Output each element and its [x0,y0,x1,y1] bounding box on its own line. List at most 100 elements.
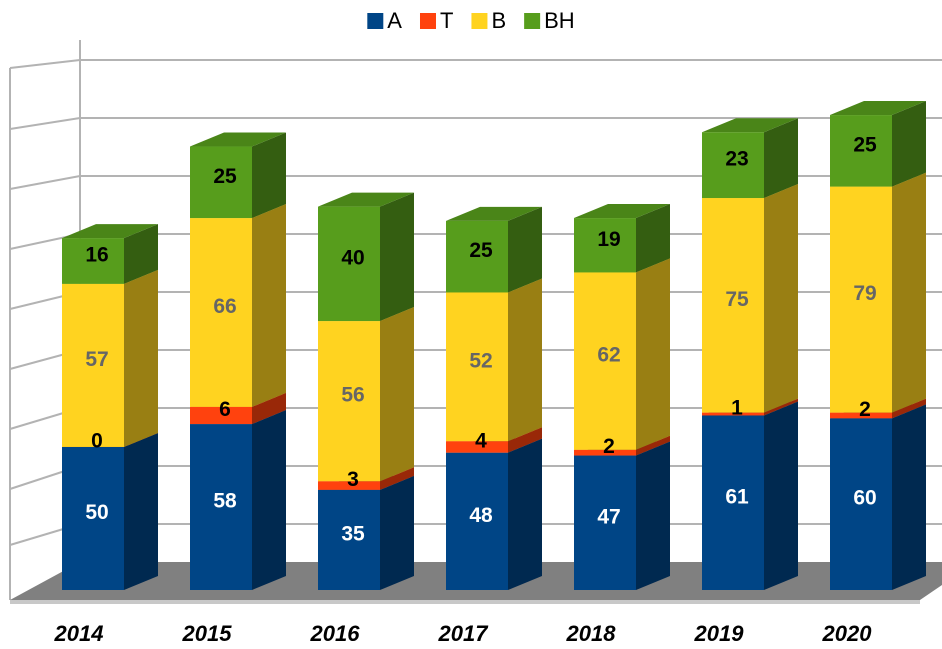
bar-segment [574,441,670,590]
value-label: 60 [853,487,876,510]
bar [318,481,380,490]
bar-side [764,184,798,413]
value-label: 61 [725,485,749,508]
value-label: 58 [213,490,237,513]
value-label: 1 [731,397,743,420]
value-label: 3 [347,468,359,491]
bar-top [574,204,670,219]
bar-segment [62,269,158,447]
bar-side [380,192,414,322]
x-tick-label: 2016 [310,621,361,646]
value-label: 79 [853,282,876,305]
bar [830,115,892,187]
bar-segment [574,258,670,450]
value-label: 48 [469,504,493,527]
x-tick-label: 2014 [54,621,104,646]
bar [190,406,252,425]
value-label: 57 [85,348,108,371]
x-tick-label: 2019 [694,621,745,646]
bar-top [446,206,542,221]
bar-side [892,101,926,187]
bar [62,283,124,447]
bar-side [124,224,158,284]
bar-segment [318,192,414,322]
bar-side [380,307,414,482]
value-label: 23 [725,148,748,171]
x-tick-label: 2020 [822,621,873,646]
bar-side [892,398,926,419]
bar-side [508,206,542,293]
bar [830,412,892,419]
bar-side [508,278,542,442]
value-label: 6 [219,398,231,421]
value-label: 47 [597,505,620,528]
x-tick-label: 2018 [566,621,617,646]
bar-top [830,101,926,116]
bar-segment [190,410,286,590]
bar-segment [702,401,798,590]
bar-side [252,410,286,590]
bar-side [764,398,798,416]
bar-side [636,441,670,590]
bar-top [318,192,414,207]
bar [190,146,252,219]
value-label: 52 [469,349,492,372]
bar-side [764,401,798,590]
bar [574,449,636,456]
bar [446,220,508,293]
bar [702,132,764,199]
bar [446,292,508,442]
legend-swatch [524,13,541,29]
legend-label: A [387,8,402,33]
bar [702,412,764,416]
bar-side [636,435,670,456]
value-label: 40 [341,246,364,269]
bar-side [124,269,158,447]
value-label: 35 [341,522,365,545]
bar [318,321,380,482]
value-label: 2 [859,398,871,421]
bar-segment [830,404,926,590]
bar [574,218,636,273]
bar-side [124,432,158,590]
value-label: 50 [85,501,108,524]
value-label: 25 [853,133,877,156]
legend-swatch [419,13,436,29]
bar [574,455,636,590]
value-label: 62 [597,344,620,367]
bar [62,446,124,590]
legend-label: T [440,8,453,33]
legend-label: BH [544,8,575,33]
bar-segment [702,184,798,413]
bar-segment [830,172,926,413]
bar [190,424,252,590]
bar-segment [446,278,542,442]
legend-swatch [367,13,384,29]
bar-segment [318,475,414,590]
bar-top [62,224,158,239]
value-label: 25 [469,239,493,262]
bar-side [764,118,798,199]
bar [318,206,380,322]
bar [318,489,380,590]
bar-side [380,475,414,590]
value-label: 75 [725,288,749,311]
bar [830,186,892,413]
legend-swatch [471,13,488,29]
bar-segment [190,132,286,219]
bar-segment [446,206,542,293]
bar [446,441,508,453]
bar [702,415,764,590]
bar-side [892,404,926,590]
value-label: 66 [213,295,236,318]
bar-segment [446,438,542,590]
bar [190,218,252,407]
legend: A T B BH [367,8,575,33]
bar-segment [62,432,158,590]
bar-side [380,467,414,490]
bar-segment [574,204,670,273]
bar-segment [830,101,926,187]
value-label: 19 [597,228,620,251]
bar-segment [190,204,286,407]
